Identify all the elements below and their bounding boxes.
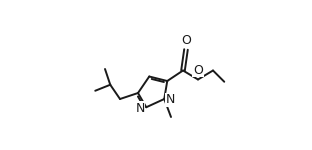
Text: O: O [193, 64, 203, 77]
Text: N: N [166, 93, 175, 106]
Text: N: N [135, 102, 145, 114]
Text: O: O [181, 34, 191, 47]
